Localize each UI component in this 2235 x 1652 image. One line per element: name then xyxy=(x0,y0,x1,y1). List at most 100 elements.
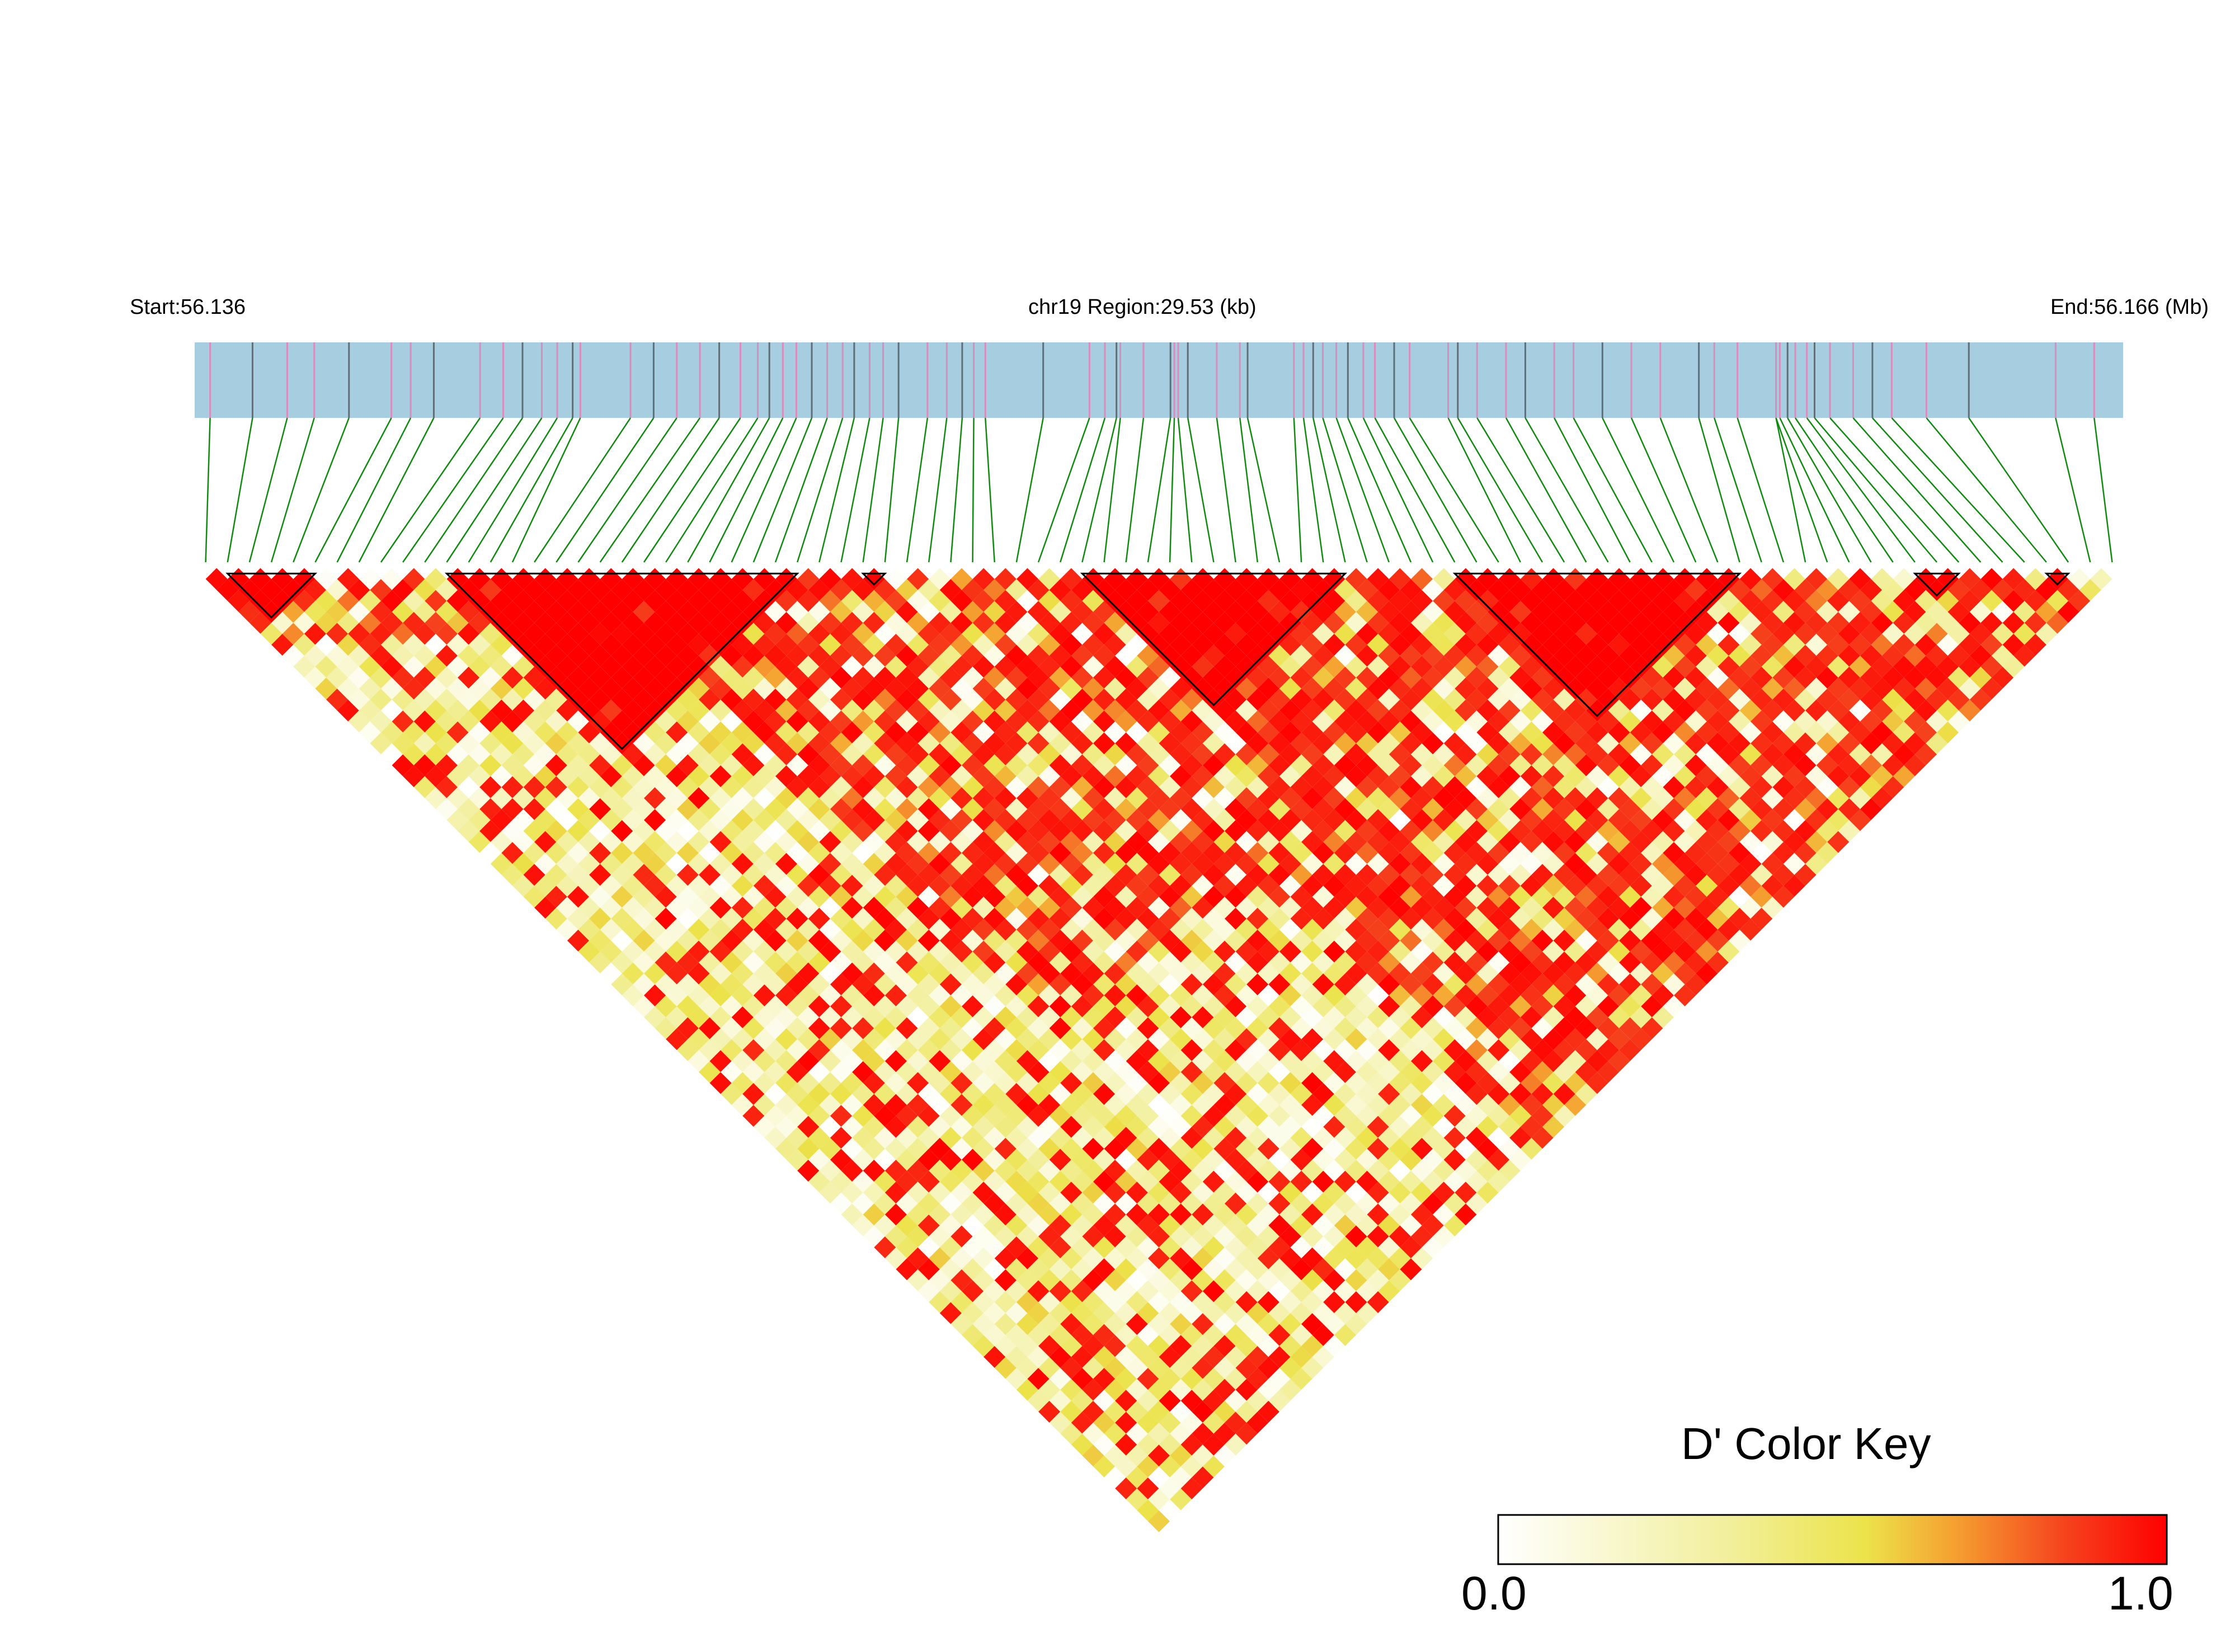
ld-cell xyxy=(1969,579,1992,601)
ld-cell xyxy=(1751,820,1773,843)
ld-cell xyxy=(1159,1105,1181,1127)
ld-cell xyxy=(1049,710,1071,733)
ld-cell xyxy=(1180,973,1203,996)
ld-cell xyxy=(1816,842,1838,864)
ld-cell xyxy=(1849,699,1871,722)
ld-cell xyxy=(1586,940,1608,963)
ld-cell xyxy=(1356,1258,1378,1281)
ld-cell xyxy=(1180,1039,1203,1061)
ld-cell xyxy=(841,1203,863,1226)
ld-cell xyxy=(1225,907,1247,930)
ld-cell xyxy=(1772,688,1795,711)
ld-cell xyxy=(1257,743,1279,765)
ld-cell xyxy=(1005,1280,1028,1302)
ld-cell xyxy=(1410,677,1433,700)
snp-connector-line xyxy=(380,417,481,563)
ld-cell xyxy=(1597,907,1620,930)
ld-cell xyxy=(1235,1423,1258,1445)
ld-cell xyxy=(1389,721,1411,743)
ld-cell xyxy=(896,1192,918,1215)
ld-cell xyxy=(994,896,1017,919)
ld-cell xyxy=(1422,710,1444,733)
ld-cell xyxy=(874,1127,896,1149)
ld-cell xyxy=(1180,929,1203,952)
ld-cell xyxy=(1257,1006,1279,1028)
ld-cell xyxy=(1455,1050,1477,1072)
ld-cell xyxy=(1575,754,1597,776)
ld-cell xyxy=(1772,579,1795,601)
ld-cell xyxy=(1312,842,1334,864)
ld-cell xyxy=(1751,776,1773,798)
ld-cell xyxy=(567,864,590,886)
ld-cell xyxy=(1159,864,1181,886)
ld-cell xyxy=(1465,1192,1488,1215)
ld-cell xyxy=(1159,754,1181,776)
ld-cell xyxy=(1071,1258,1093,1281)
ld-cell xyxy=(1356,732,1378,755)
ld-cell xyxy=(1860,798,1883,820)
ld-cell xyxy=(753,765,776,788)
ld-cell xyxy=(1455,1072,1477,1094)
ld-cell xyxy=(1597,820,1620,843)
ld-cell xyxy=(1202,1411,1225,1434)
ld-cell xyxy=(1038,1269,1061,1292)
ld-cell xyxy=(1290,1105,1312,1127)
ld-cell xyxy=(1225,1192,1247,1215)
ld-cell xyxy=(1422,754,1444,776)
ld-cell xyxy=(1147,831,1170,853)
ld-cell xyxy=(1718,743,1740,765)
ld-cell xyxy=(1488,1061,1510,1083)
ld-cell xyxy=(1049,1368,1071,1390)
ld-cell xyxy=(830,1170,853,1193)
ld-cell xyxy=(1838,623,1860,645)
ld-cell xyxy=(633,710,655,733)
ld-cell xyxy=(370,644,392,667)
ld-cell xyxy=(1235,853,1258,875)
ld-cell xyxy=(1553,579,1575,601)
ld-cell xyxy=(1301,765,1324,788)
ld-cell xyxy=(1465,842,1488,864)
ld-cell xyxy=(1488,907,1510,930)
ld-cell xyxy=(1180,688,1203,711)
ld-cell xyxy=(1728,601,1751,623)
ld-cell xyxy=(1476,677,1499,700)
ld-cell xyxy=(1126,1400,1148,1423)
ld-cell xyxy=(1422,929,1444,952)
ld-cell xyxy=(972,1182,995,1204)
ld-cell xyxy=(1761,765,1784,788)
ld-cell xyxy=(1126,1247,1148,1269)
ld-cell xyxy=(1488,995,1510,1018)
ld-cell xyxy=(1728,820,1751,843)
ld-cell xyxy=(1225,1082,1247,1105)
ld-cell xyxy=(2024,633,2046,656)
snp-connector-line xyxy=(511,417,581,563)
ld-cell xyxy=(1827,656,1850,678)
ld-cell xyxy=(1663,623,1685,645)
ld-cell xyxy=(1170,831,1192,853)
ld-cell xyxy=(1093,1368,1116,1390)
ld-cell xyxy=(1071,1390,1093,1412)
ld-cell xyxy=(808,929,830,952)
ld-cell xyxy=(1389,568,1411,590)
ld-cell xyxy=(1630,743,1652,765)
ld-cell xyxy=(874,601,896,623)
ld-cell xyxy=(1849,765,1871,788)
ld-cell xyxy=(874,1105,896,1127)
ld-cell xyxy=(1772,886,1795,908)
ld-cell xyxy=(1334,842,1357,864)
ld-cell xyxy=(1225,710,1247,733)
ld-cell xyxy=(1367,896,1389,919)
ld-cell xyxy=(1279,633,1302,656)
ld-cell xyxy=(1225,732,1247,755)
ld-cell xyxy=(1213,1313,1236,1335)
ld-cell xyxy=(874,1192,896,1215)
ld-cell xyxy=(1520,874,1542,897)
ld-cell xyxy=(1268,842,1291,864)
ld-cell xyxy=(984,1280,1006,1302)
ld-cell xyxy=(1509,644,1532,667)
ld-cell xyxy=(1005,1170,1028,1193)
ld-cell xyxy=(1213,831,1236,853)
ld-cell xyxy=(688,984,710,1006)
ld-cell xyxy=(1137,1105,1159,1127)
ld-cell xyxy=(1334,1192,1357,1215)
